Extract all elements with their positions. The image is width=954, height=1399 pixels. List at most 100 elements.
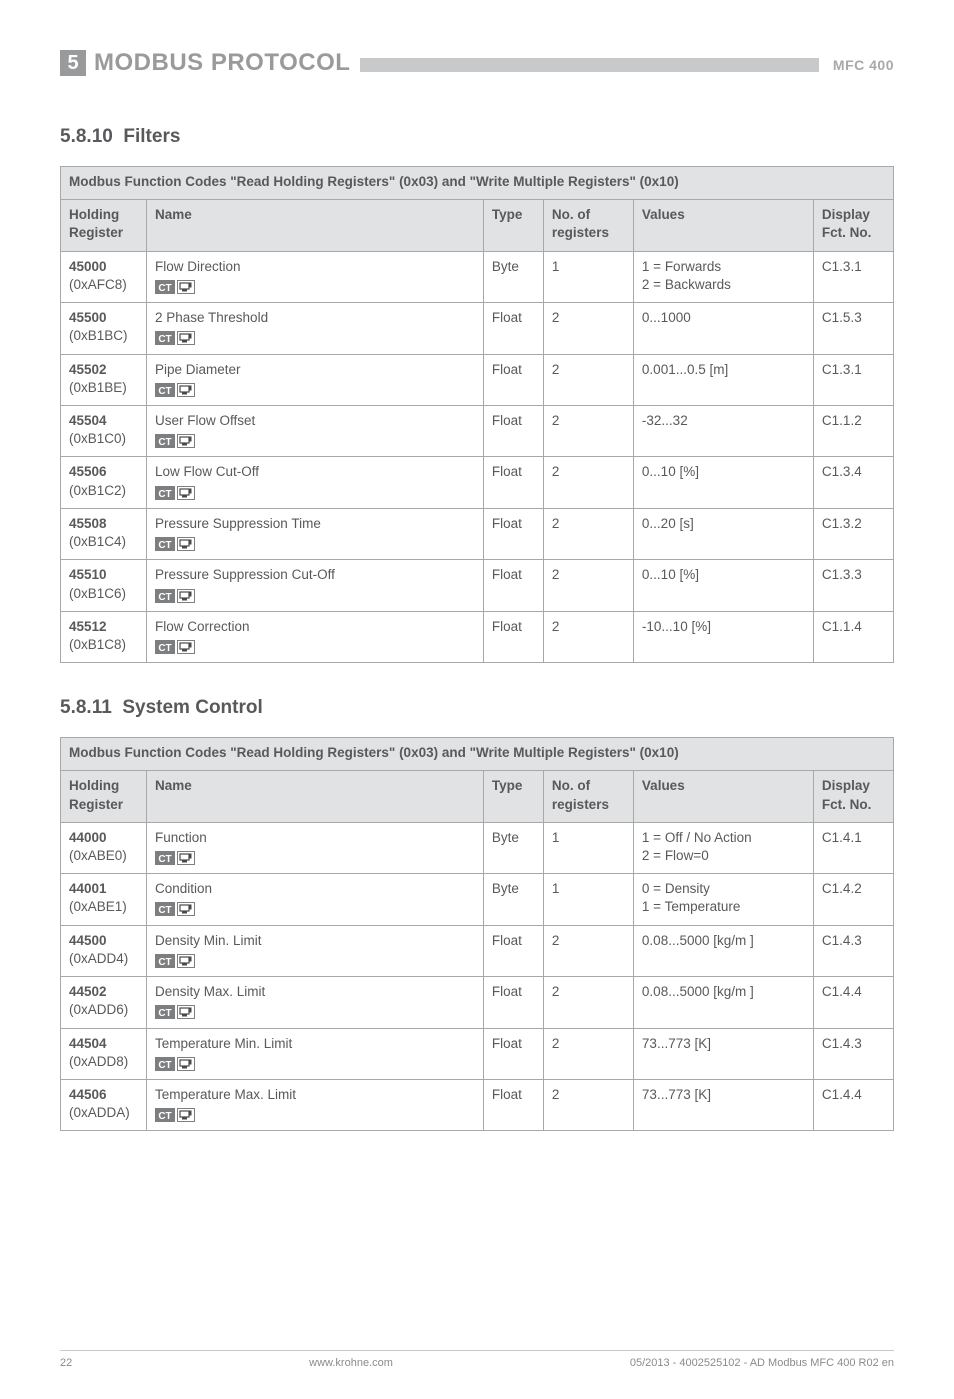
cell-values: 0...10 [%] xyxy=(633,457,813,508)
register-hex: (0xADD4) xyxy=(69,951,128,966)
cell-values: 73...773 [K] xyxy=(633,1080,813,1131)
register-addr: 45508 xyxy=(69,515,138,533)
col-holding: Holding Register xyxy=(61,200,147,251)
cell-values: 73...773 [K] xyxy=(633,1028,813,1079)
param-name: Density Min. Limit xyxy=(155,933,262,948)
cell-register: 44502(0xADD6) xyxy=(61,977,147,1028)
cell-name: Density Min. Limit CT xyxy=(147,925,484,976)
cell-display: C1.4.4 xyxy=(813,1080,893,1131)
cell-name: Temperature Min. Limit CT xyxy=(147,1028,484,1079)
table-row: 45500(0xB1BC)2 Phase ThresholdCTFloat20.… xyxy=(61,303,894,354)
product-label: MFC 400 xyxy=(833,57,894,73)
cell-display: C1.3.1 xyxy=(813,354,893,405)
cell-type: Float xyxy=(483,1028,543,1079)
cell-nreg: 2 xyxy=(543,508,633,559)
section-heading-syscontrol: 5.8.11 System Control xyxy=(60,697,894,719)
cell-type: Float xyxy=(483,405,543,456)
col-values: Values xyxy=(633,771,813,822)
footer-url: www.krohne.com xyxy=(309,1357,393,1369)
cell-type: Float xyxy=(483,354,543,405)
cell-name: Flow DirectionCT xyxy=(147,251,484,302)
cell-register: 44500(0xADD4) xyxy=(61,925,147,976)
col-nreg: No. of registers xyxy=(543,771,633,822)
register-hex: (0xB1C4) xyxy=(69,534,126,549)
svg-text:CT: CT xyxy=(158,643,171,654)
cell-register: 45502(0xB1BE) xyxy=(61,354,147,405)
register-hex: (0xADD8) xyxy=(69,1054,128,1069)
cell-nreg: 2 xyxy=(543,303,633,354)
register-hex: (0xB1BE) xyxy=(69,380,127,395)
cell-display: C1.1.4 xyxy=(813,611,893,662)
table-filters: Modbus Function Codes "Read Holding Regi… xyxy=(60,166,894,663)
table-row: 45000(0xAFC8)Flow DirectionCTByte11 = Fo… xyxy=(61,251,894,302)
ct-icon: CT xyxy=(155,434,175,448)
svg-text:CT: CT xyxy=(158,1008,171,1019)
table-row: 44500(0xADD4)Density Min. LimitCTFloat20… xyxy=(61,925,894,976)
cell-register: 45510(0xB1C6) xyxy=(61,560,147,611)
table-row: 44000(0xABE0)FunctionCTByte11 = Off / No… xyxy=(61,822,894,873)
svg-text:CT: CT xyxy=(158,1060,171,1071)
cell-values: 0.001...0.5 [m] xyxy=(633,354,813,405)
register-hex: (0xB1C0) xyxy=(69,431,126,446)
cell-type: Float xyxy=(483,1080,543,1131)
cell-register: 44506(0xADDA) xyxy=(61,1080,147,1131)
cell-name: Temperature Max. LimitCT xyxy=(147,1080,484,1131)
svg-text:CT: CT xyxy=(158,489,171,500)
col-holding: Holding Register xyxy=(61,771,147,822)
write-icon xyxy=(177,851,195,865)
table-row: 44506(0xADDA)Temperature Max. LimitCTFlo… xyxy=(61,1080,894,1131)
register-addr: 45500 xyxy=(69,309,138,327)
readwrite-icons: CT xyxy=(155,902,475,916)
cell-name: Pressure Suppression TimeCT xyxy=(147,508,484,559)
svg-text:CT: CT xyxy=(158,334,171,345)
cell-nreg: 2 xyxy=(543,405,633,456)
register-addr: 44001 xyxy=(69,880,138,898)
write-icon xyxy=(177,589,195,603)
readwrite-icons: CT xyxy=(155,1005,475,1019)
svg-text:CT: CT xyxy=(158,592,171,603)
write-icon xyxy=(177,280,195,294)
cell-type: Byte xyxy=(483,874,543,925)
cell-nreg: 2 xyxy=(543,354,633,405)
cell-display: C1.4.3 xyxy=(813,1028,893,1079)
cell-values: 0.08...5000 [kg/m ] xyxy=(633,925,813,976)
cell-nreg: 2 xyxy=(543,977,633,1028)
register-addr: 44504 xyxy=(69,1035,138,1053)
readwrite-icons: CT xyxy=(155,1057,475,1071)
cell-type: Float xyxy=(483,977,543,1028)
readwrite-icons: CT xyxy=(155,486,475,500)
cell-values: 0...1000 xyxy=(633,303,813,354)
ct-icon: CT xyxy=(155,537,175,551)
svg-text:CT: CT xyxy=(158,957,171,968)
cell-name: ConditionCT xyxy=(147,874,484,925)
svg-text:CT: CT xyxy=(158,540,171,551)
col-name: Name xyxy=(147,771,484,822)
table-row: 44504(0xADD8) Temperature Min. Limit CT Flo… xyxy=(61,1028,894,1079)
register-addr: 44000 xyxy=(69,829,138,847)
write-icon xyxy=(177,331,195,345)
cell-name: Pressure Suppression Cut-OffCT xyxy=(147,560,484,611)
table-caption: Modbus Function Codes "Read Holding Regi… xyxy=(61,738,894,771)
register-hex: (0xADD6) xyxy=(69,1002,128,1017)
param-name: Temperature Min. Limit xyxy=(155,1036,292,1051)
cell-name: User Flow OffsetCT xyxy=(147,405,484,456)
param-name: Function xyxy=(155,830,207,845)
ct-icon: CT xyxy=(155,640,175,654)
cell-type: Float xyxy=(483,560,543,611)
cell-name: Low Flow Cut-OffCT xyxy=(147,457,484,508)
ct-icon: CT xyxy=(155,486,175,500)
cell-values: 0...20 [s] xyxy=(633,508,813,559)
readwrite-icons: CT xyxy=(155,640,475,654)
col-type: Type xyxy=(483,200,543,251)
cell-display: C1.3.2 xyxy=(813,508,893,559)
cell-type: Float xyxy=(483,508,543,559)
cell-display: C1.4.2 xyxy=(813,874,893,925)
table-row: 44502(0xADD6)Density Max. LimitCTFloat20… xyxy=(61,977,894,1028)
cell-type: Float xyxy=(483,925,543,976)
cell-display: C1.4.1 xyxy=(813,822,893,873)
cell-type: Byte xyxy=(483,822,543,873)
table-row: 45512(0xB1C8)Flow CorrectionCTFloat2-10.… xyxy=(61,611,894,662)
param-name: Flow Direction xyxy=(155,259,241,274)
cell-name: Density Max. LimitCT xyxy=(147,977,484,1028)
write-icon xyxy=(177,434,195,448)
